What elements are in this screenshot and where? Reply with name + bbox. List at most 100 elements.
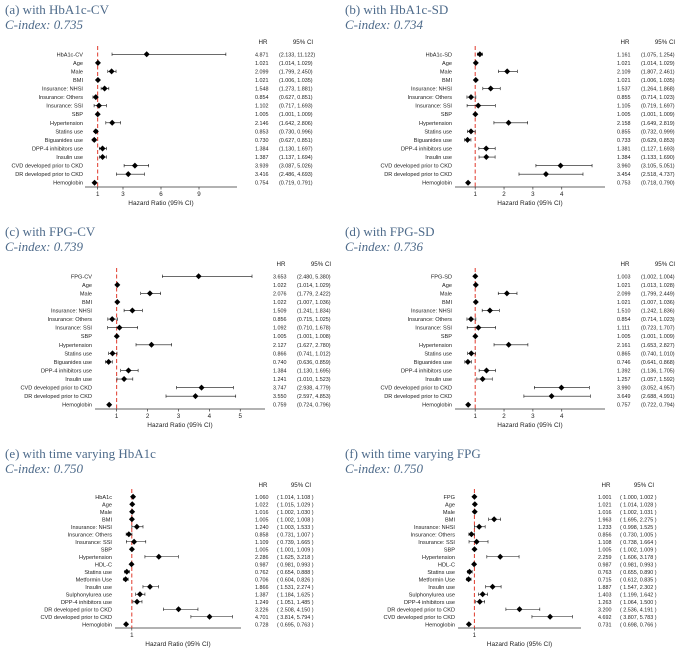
ci-value: (0.714, 1.023) [641,317,675,323]
hr-value: 1.102 [255,104,269,110]
row-label: FPG-CV [71,274,92,280]
hr-point [94,111,101,118]
row-label: Hypertension [422,555,455,561]
row-label: HbA1c-SD [426,52,452,58]
row-label: Hemoglobin [82,622,112,628]
hr-point [143,51,150,58]
x-tick-label: 4 [560,191,564,198]
hr-point [146,583,153,590]
hr-value: 1.403 [598,592,612,598]
hr-point [465,179,472,186]
ci-value: (1.001, 1.008) [297,334,331,340]
hr-value: 3.939 [255,164,269,170]
x-tick-label: 5 [239,413,243,420]
ci-value: (1.137, 1.694) [279,155,313,161]
row-label: BMI [73,78,83,84]
hr-point [483,145,490,152]
hr-point [123,621,130,628]
hr-value: 3.200 [598,607,612,613]
hr-point [489,583,496,590]
row-label: Male [440,291,452,297]
x-axis-label: Hazard Ratio (95% CI) [128,200,193,207]
row-label: Male [71,69,83,75]
ci-column-header: 95% CI [291,482,312,489]
ci-value: ( 1.695, 2.275 ) [620,517,657,523]
ci-column-header: 95% CI [655,261,676,268]
ci-value: (0.730, 0.996) [279,129,313,135]
hr-value: 1.108 [598,540,612,546]
panel-c-index: C-index: 0.734 [345,17,423,32]
ci-value: (0.629, 0.853) [641,138,675,144]
hr-point [95,102,102,109]
hr-point [504,68,511,75]
hr-value: 1.005 [273,334,287,340]
row-label: Insurance: NHSI [414,525,455,531]
hr-point [101,85,108,92]
hr-value: 1.001 [598,495,612,501]
hr-value: 2.099 [617,291,631,297]
row-label: BMI [445,517,455,523]
panel-title: (d) with FPG-SD [345,224,435,239]
x-tick-label: 4 [208,413,212,420]
hr-point [475,102,482,109]
row-label: Insurance: Others [48,317,93,323]
hr-value: 2.146 [255,121,269,127]
hr-value: 0.706 [255,577,269,583]
hr-point [114,298,121,305]
hr-point [106,401,113,408]
row-label: Hemoglobin [422,181,452,187]
hr-column-header: HR [259,39,268,46]
ci-value: ( 1.606, 3.178 ) [620,555,657,561]
hr-point [109,119,116,126]
row-label: DR developed prior to CKD [15,172,83,178]
hr-value: 0.762 [255,570,269,576]
hr-value: 1.092 [273,326,287,332]
ci-value: (0.636, 0.859) [297,360,331,366]
hr-value: 1.241 [273,377,287,383]
hr-value: 1.016 [598,510,612,516]
hr-value: 3.747 [273,386,287,392]
row-label: DPP-4 inhibitors use [401,368,452,374]
hr-point [516,606,523,613]
hr-value: 1.510 [617,309,631,315]
hr-point [466,568,473,575]
ci-value: (1.242, 1.836) [641,309,675,315]
ci-value: ( 1.002, 1.009 ) [620,547,657,553]
hr-value: 2.076 [273,291,287,297]
hr-point [114,281,121,288]
hr-value: 2.127 [273,343,287,349]
hr-value: 1.963 [598,517,612,523]
ci-value: ( 1.002, 1.030 ) [277,510,314,516]
ci-value: ( 0.738, 1.664 ) [620,540,657,546]
ci-value: ( 2.508, 4.150 ) [277,607,314,613]
hr-point [116,324,123,331]
hr-value: 0.987 [255,562,269,568]
row-label: DPP-4 inhibitors use [32,146,83,152]
row-label: Insurance: SSI [55,326,92,332]
x-axis-label: Hazard Ratio (95% CI) [145,641,210,648]
x-tick-label: 1 [473,413,477,420]
ci-value: (0.715, 1.025) [297,317,331,323]
ci-value: (1.001, 1.009) [279,112,313,118]
hr-value: 0.757 [617,403,631,409]
hr-point [476,523,483,530]
ci-value: (1.014, 1.029) [297,283,331,289]
hr-point [472,281,479,288]
hr-column-header: HR [259,482,268,489]
hr-point [134,598,141,605]
x-tick-label: 2 [502,191,506,198]
row-label: Male [440,69,452,75]
row-label: Insurance: Others [408,95,453,101]
ci-value: (1.136, 1.705) [641,368,675,374]
ci-value: (1.014, 1.029) [279,61,313,67]
row-label: Age [445,502,455,508]
hr-value: 2.259 [598,555,612,561]
hr-value: 1.021 [617,61,631,67]
forest-plot: HR 95% CI 1 Hazard Ratio (95% CI) FPG 1.001 ( … [383,482,657,648]
hr-point [464,358,471,365]
panel-title: (b) with HbA1c-SD [345,2,449,17]
hr-point [558,384,565,391]
row-label: Insurance: Others [39,95,84,101]
hr-point [133,523,140,530]
x-tick-label: 1 [96,191,100,198]
